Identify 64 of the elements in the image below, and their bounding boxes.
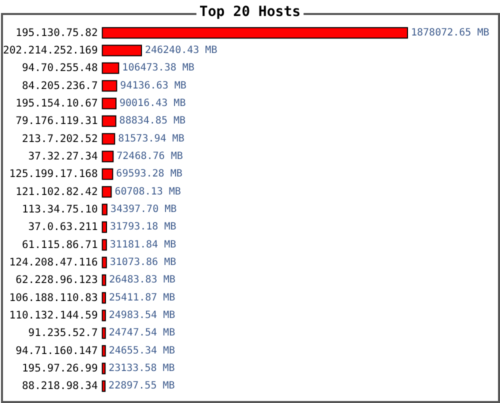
y-tick-label: 37.32.27.34 bbox=[28, 150, 98, 162]
y-tick-label: 195.130.75.82 bbox=[16, 26, 98, 39]
bar bbox=[102, 274, 106, 286]
data-label: 23133.58 MB bbox=[108, 363, 175, 374]
data-label: 94136.63 MB bbox=[120, 80, 186, 92]
data-label: 90016.43 MB bbox=[120, 98, 186, 109]
y-tick-label: 91.235.52.7 bbox=[28, 327, 98, 340]
data-label: 26483.83 MB bbox=[109, 274, 176, 286]
data-label: 31181.84 MB bbox=[110, 239, 176, 250]
data-label: 81573.94 MB bbox=[118, 133, 184, 144]
y-tick-label: 195.154.10.67 bbox=[16, 98, 98, 110]
bar bbox=[102, 168, 114, 180]
y-tick-label: 113.34.75.10 bbox=[22, 204, 98, 216]
y-tick-label: 195.97.26.99 bbox=[22, 362, 98, 374]
y-tick-label: 124.208.47.116 bbox=[9, 256, 98, 268]
chart-title: Top 20 Hosts bbox=[199, 4, 301, 20]
data-label: 24983.54 MB bbox=[108, 310, 176, 321]
bar bbox=[102, 150, 114, 162]
y-tick-label: 202.214.252.169 bbox=[2, 44, 98, 56]
bar bbox=[102, 221, 108, 233]
y-tick-label: 94.71.160.147 bbox=[16, 344, 98, 357]
y-tick-label: 94.70.255.48 bbox=[22, 62, 98, 74]
data-label: 69593.28 MB bbox=[116, 168, 182, 180]
bar bbox=[102, 345, 106, 357]
bar bbox=[102, 204, 108, 216]
y-tick-label: 62.228.96.123 bbox=[16, 274, 98, 286]
y-tick-label: 106.188.110.83 bbox=[9, 292, 98, 304]
data-label: 72468.76 MB bbox=[116, 151, 183, 162]
data-label: 88834.85 MB bbox=[119, 116, 186, 127]
y-tick-label: 37.0.63.211 bbox=[28, 221, 98, 234]
y-tick-label: 61.115.86.71 bbox=[22, 238, 98, 251]
y-tick-label: 125.199.17.168 bbox=[9, 168, 98, 180]
bar bbox=[102, 327, 106, 339]
data-label: 31793.18 MB bbox=[110, 222, 176, 233]
y-tick-label: 79.176.119.31 bbox=[16, 115, 98, 128]
y-tick-label: 88.218.98.34 bbox=[22, 380, 98, 392]
data-label: 24747.54 MB bbox=[108, 328, 176, 339]
data-label: 1878072.65 MB bbox=[411, 27, 490, 38]
bar bbox=[102, 362, 106, 374]
y-tick-label: 121.102.82.42 bbox=[16, 186, 98, 198]
bar bbox=[102, 98, 116, 110]
bar bbox=[102, 133, 116, 145]
bar bbox=[102, 310, 106, 322]
data-label: 31073.86 MB bbox=[110, 257, 176, 268]
bar bbox=[102, 239, 107, 251]
bar bbox=[102, 186, 112, 198]
bar bbox=[102, 44, 142, 56]
bar bbox=[102, 256, 107, 268]
bar bbox=[102, 62, 120, 74]
bar bbox=[102, 80, 118, 92]
data-label: 25411.87 MB bbox=[108, 292, 176, 304]
y-tick-label: 84.205.236.7 bbox=[22, 80, 98, 92]
data-label: 106473.38 MB bbox=[122, 62, 194, 74]
data-label: 60708.13 MB bbox=[114, 186, 181, 198]
bar bbox=[102, 380, 106, 392]
bar bbox=[102, 292, 106, 304]
y-tick-label: 213.7.202.52 bbox=[22, 132, 98, 145]
y-tick-label: 110.132.144.59 bbox=[9, 310, 98, 322]
data-label: 22897.55 MB bbox=[108, 380, 175, 392]
bar bbox=[102, 27, 408, 39]
data-label: 246240.43 MB bbox=[144, 45, 218, 56]
data-label: 24655.34 MB bbox=[108, 345, 176, 356]
data-label: 34397.70 MB bbox=[110, 204, 177, 215]
bar bbox=[102, 115, 116, 127]
